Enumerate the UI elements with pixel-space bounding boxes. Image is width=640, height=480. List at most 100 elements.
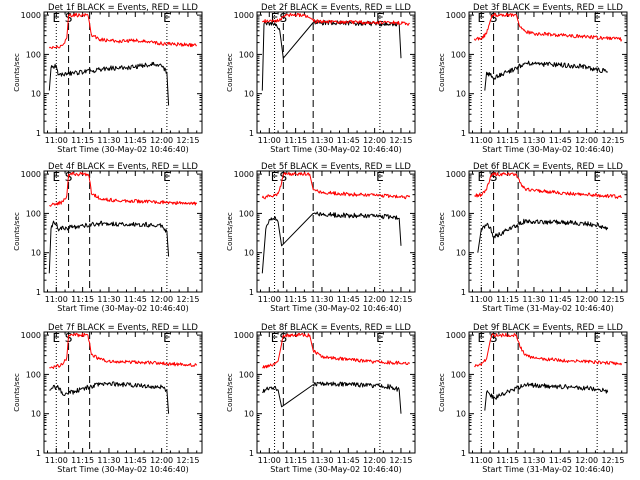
- x-tick-label: 11:45: [549, 456, 572, 465]
- x-tick-label: 12:15: [176, 136, 199, 145]
- detector-panel: Det 1f BLACK = Events, RED = LLD 1 10 100 10…: [13, 3, 203, 154]
- x-axis-label: Start Time (30-May-02 10:46:40): [270, 304, 401, 313]
- time-marker-label: E: [593, 11, 601, 25]
- events-series-line: [49, 381, 170, 414]
- x-tick-label: 11:30: [310, 456, 333, 465]
- time-marker-label: E: [376, 331, 384, 345]
- detector-panel: Det 8f BLACK = Events, RED = LLD 1 10 100 10…: [226, 323, 416, 474]
- y-tick-label: 1000: [446, 331, 466, 340]
- x-tick-label: 11:30: [522, 136, 545, 145]
- lld-series-line: [474, 332, 623, 368]
- y-tick-label: 1000: [234, 170, 254, 179]
- time-marker-label: E: [593, 170, 601, 184]
- lld-series-line: [49, 171, 198, 207]
- y-tick-label: 1000: [446, 170, 466, 179]
- time-marker-label: E: [163, 170, 171, 184]
- time-marker-label: E: [52, 331, 60, 345]
- panel-title: Det 2f BLACK = Events, RED = LLD: [261, 3, 411, 13]
- time-marker-label: S: [490, 331, 498, 345]
- y-tick-label: 10: [456, 90, 466, 99]
- y-tick-label: 1: [36, 449, 41, 458]
- time-marker-label: E: [271, 331, 279, 345]
- time-marker-label: E: [163, 11, 171, 25]
- y-axis-label: Counts/sec: [438, 53, 446, 92]
- x-tick-label: 11:30: [97, 295, 120, 304]
- events-series-line: [477, 218, 609, 253]
- x-tick-label: 12:15: [601, 295, 624, 304]
- plot-frame: [43, 170, 203, 293]
- y-tick-label: 100: [451, 209, 466, 218]
- lld-series-line: [262, 332, 411, 369]
- x-tick-label: 11:00: [45, 136, 68, 145]
- x-tick-label: 11:00: [470, 295, 493, 304]
- time-marker-label: E: [52, 11, 60, 25]
- events-series-line: [48, 61, 170, 106]
- x-tick-label: 11:15: [496, 295, 519, 304]
- time-marker-label: S: [490, 11, 498, 25]
- panel-title: Det 3f BLACK = Events, RED = LLD: [473, 3, 623, 13]
- x-tick-label: 11:45: [337, 295, 360, 304]
- plot-frame: [468, 11, 628, 134]
- time-marker-label: S: [490, 170, 498, 184]
- x-tick-label: 11:00: [470, 136, 493, 145]
- x-tick-label: 11:45: [337, 456, 360, 465]
- x-tick-label: 11:00: [45, 295, 68, 304]
- plot-frame: [468, 170, 628, 293]
- x-tick-label: 12:15: [601, 456, 624, 465]
- x-tick-label: 11:00: [470, 456, 493, 465]
- lld-series-line: [49, 332, 198, 369]
- y-axis-label: Counts/sec: [13, 53, 21, 92]
- panel-title: Det 8f BLACK = Events, RED = LLD: [261, 323, 411, 333]
- x-tick-label: 11:30: [522, 456, 545, 465]
- x-axis-label: Start Time (30-May-02 10:46:40): [57, 145, 188, 154]
- x-tick-label: 11:00: [258, 456, 281, 465]
- time-marker-label: S: [280, 331, 288, 345]
- x-tick-label: 11:45: [549, 136, 572, 145]
- plot-frame: [468, 331, 628, 454]
- x-tick-label: 12:00: [150, 295, 173, 304]
- y-tick-label: 100: [239, 209, 254, 218]
- time-marker-label: E: [376, 11, 384, 25]
- x-tick-label: 11:45: [337, 136, 360, 145]
- y-tick-label: 1: [249, 288, 254, 297]
- x-tick-label: 11:15: [284, 456, 307, 465]
- x-tick-label: 12:00: [150, 456, 173, 465]
- x-tick-label: 12:15: [389, 456, 412, 465]
- events-series-line: [48, 220, 170, 274]
- x-tick-label: 11:30: [97, 456, 120, 465]
- y-tick-label: 1: [36, 129, 41, 138]
- x-axis-label: Start Time (31-May-02 10:46:40): [482, 304, 613, 313]
- y-tick-label: 10: [244, 90, 254, 99]
- plot-frame: [256, 331, 416, 454]
- x-tick-label: 12:00: [363, 456, 386, 465]
- y-tick-label: 1: [461, 129, 466, 138]
- detector-panel: Det 7f BLACK = Events, RED = LLD 1 10 100 10…: [13, 323, 203, 474]
- y-tick-label: 100: [239, 370, 254, 379]
- y-tick-label: 100: [26, 209, 41, 218]
- lld-series-line: [48, 12, 197, 50]
- y-axis-label: Counts/sec: [226, 212, 234, 251]
- lld-series-line: [261, 12, 410, 26]
- y-tick-label: 10: [456, 249, 466, 258]
- x-tick-label: 11:15: [71, 295, 94, 304]
- x-tick-label: 12:00: [363, 295, 386, 304]
- time-marker-label: E: [376, 170, 384, 184]
- plot-frame: [256, 170, 416, 293]
- panel-title: Det 4f BLACK = Events, RED = LLD: [48, 162, 198, 172]
- y-tick-label: 1: [249, 129, 254, 138]
- lld-series-line: [474, 172, 622, 199]
- x-tick-label: 11:15: [496, 136, 519, 145]
- plot-frame: [43, 331, 203, 454]
- detector-panel: Det 5f BLACK = Events, RED = LLD 1 10 100 10…: [226, 162, 416, 313]
- panel-title: Det 1f BLACK = Events, RED = LLD: [48, 3, 198, 13]
- x-tick-label: 12:00: [575, 456, 598, 465]
- y-tick-label: 1: [36, 288, 41, 297]
- x-tick-label: 11:30: [310, 136, 333, 145]
- y-tick-label: 10: [31, 90, 41, 99]
- y-axis-label: Counts/sec: [438, 212, 446, 251]
- x-tick-label: 11:45: [124, 136, 147, 145]
- y-tick-label: 100: [451, 50, 466, 59]
- y-tick-label: 1: [461, 288, 466, 297]
- y-tick-label: 10: [31, 410, 41, 419]
- plot-frame: [256, 11, 416, 134]
